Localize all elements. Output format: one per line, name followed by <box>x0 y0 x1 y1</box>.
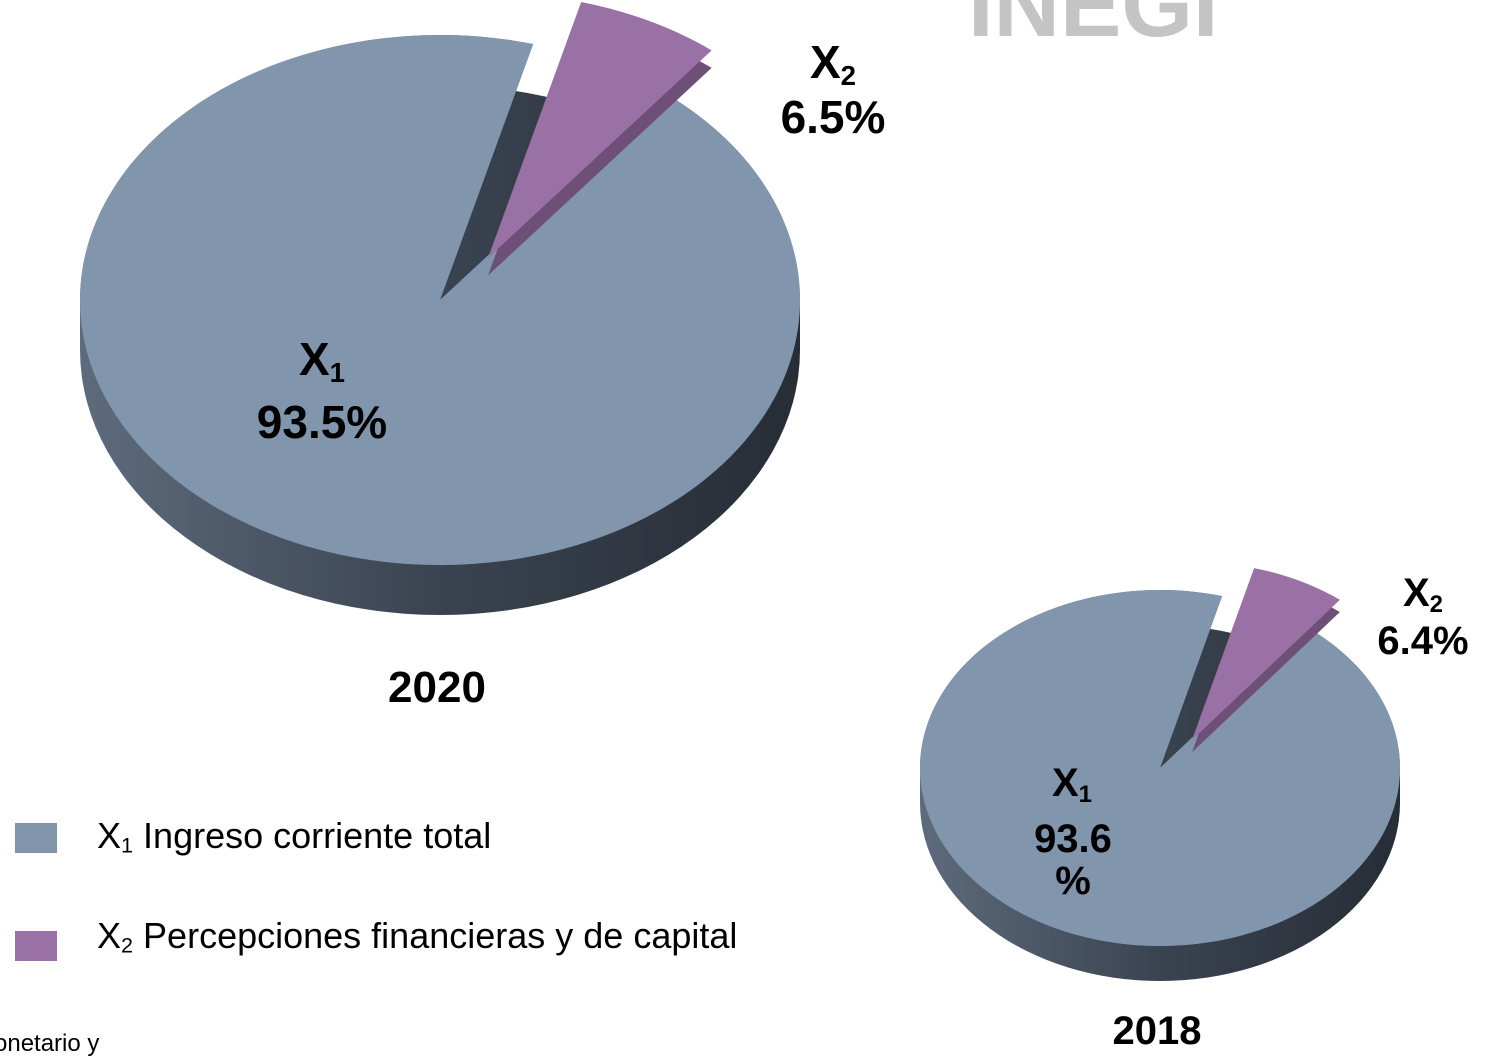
data-label: 6.5% <box>780 91 886 143</box>
pie-slice <box>919 589 1400 946</box>
slice-name: X1 <box>1052 762 1092 807</box>
legend-subscript: 2 <box>121 932 134 958</box>
slice-symbol: X <box>1402 571 1430 615</box>
data-label: 6.4% <box>1377 619 1469 663</box>
legend-swatch <box>15 823 57 853</box>
legend-entry: X1 Ingreso corriente total <box>97 815 491 858</box>
pie-title: 2020 <box>388 663 486 712</box>
logo: INEGI <box>968 0 1218 56</box>
data-label: 93.6 % <box>1034 817 1112 903</box>
data-label: 93.5% <box>256 396 388 448</box>
legend-symbol: X <box>97 815 122 856</box>
legend-swatch <box>15 931 57 961</box>
legend-subscript: 1 <box>121 832 134 858</box>
legend-symbol: X <box>97 915 122 956</box>
legend-label: Percepciones financieras y de capital <box>143 915 738 956</box>
slice-symbol: X <box>298 333 330 385</box>
slice-subscript: 1 <box>1078 781 1093 808</box>
slice-subscript: 2 <box>1429 591 1444 618</box>
slice-name: X2 <box>1403 572 1443 617</box>
pie-slice <box>488 2 712 258</box>
slice-name: X2 <box>810 38 856 91</box>
legend-label: Ingreso corriente total <box>143 815 492 856</box>
pie-slice <box>80 34 800 565</box>
slice-subscript: 1 <box>329 356 346 388</box>
legend-entry: X2 Percepciones financieras y de capital <box>97 915 737 958</box>
slice-name: X1 <box>299 335 345 388</box>
slice-symbol: X <box>809 36 841 88</box>
slice-subscript: 2 <box>840 59 857 91</box>
pie-slice <box>1192 568 1340 740</box>
pie-title: 2018 <box>1112 1009 1202 1053</box>
footer: onetario y <box>0 1030 100 1057</box>
slice-symbol: X <box>1051 761 1079 805</box>
